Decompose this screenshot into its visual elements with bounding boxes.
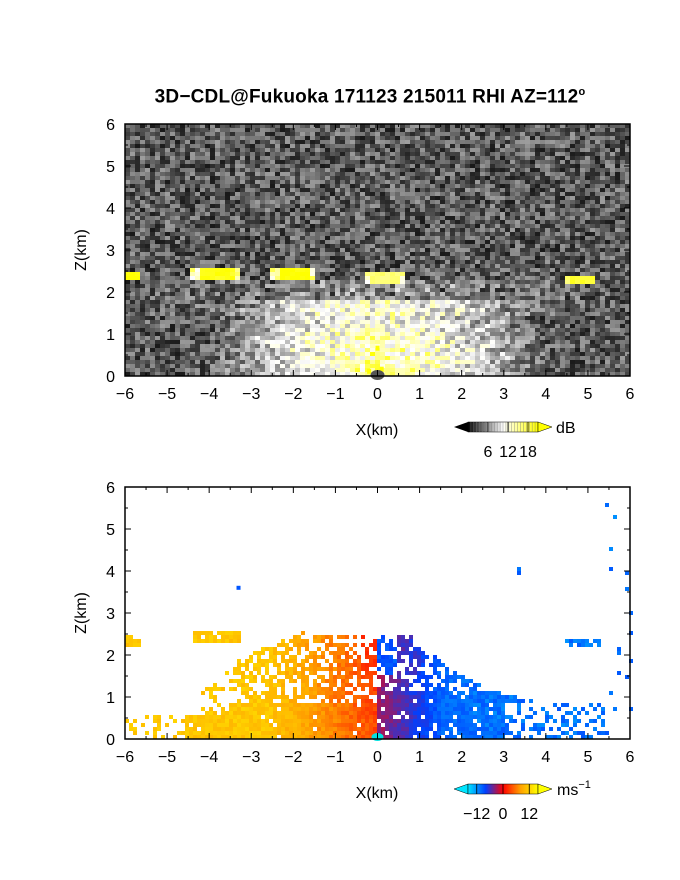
intensity-x-tick-labels: −6 −5 −4 −3 −2 −1 0 1 2 3 4 5 6 (116, 386, 635, 403)
intensity-x-tick-label: 3 (499, 386, 508, 403)
velocity-x-tick-label: 4 (541, 749, 550, 766)
intensity-x-tick-label: −2 (284, 386, 302, 403)
intensity-x-tick-label: −1 (326, 386, 344, 403)
velocity-x-tick-label: −6 (116, 749, 134, 766)
intensity-x-tick-label: 1 (415, 386, 424, 403)
velocity-y-tick-label: 3 (106, 606, 115, 623)
velocity-x-tick-label: −5 (158, 749, 176, 766)
velocity-y-tick-labels: 0 1 2 3 4 5 6 (106, 480, 115, 749)
intensity-colorbar-tick-label: 18 (519, 444, 537, 461)
velocity-y-tick-label: 4 (106, 564, 115, 581)
intensity-x-tick-label: 0 (373, 386, 382, 403)
velocity-colorbar-low-arrow (453, 783, 469, 795)
chart-title: 3D−CDL@Fukuoka 171123 215011 RHI AZ=112o (154, 86, 586, 108)
velocity-colorbar-high-arrow (537, 783, 553, 795)
velocity-y-axis-label: Z(km) (73, 592, 90, 634)
intensity-colorbar-high-arrow (537, 421, 553, 433)
velocity-colorbar-unit: ms−1 (557, 779, 591, 799)
intensity-x-tick-label: −6 (116, 386, 134, 403)
velocity-x-axis-label: X(km) (356, 785, 399, 802)
velocity-x-tick-label: 0 (373, 749, 382, 766)
velocity-y-tick-label: 5 (106, 522, 115, 539)
velocity-colorbar: −12 0 12 ms−1 (453, 779, 591, 823)
intensity-colorbar-unit: dB (556, 420, 576, 437)
intensity-colorbar-low-arrow (454, 422, 468, 432)
intensity-x-tick-label: 4 (541, 386, 550, 403)
velocity-x-tick-label: −4 (200, 749, 218, 766)
intensity-x-tick-label: −3 (242, 386, 260, 403)
velocity-y-tick-label: 0 (106, 732, 115, 749)
velocity-axis-ticks (124, 486, 631, 740)
intensity-colorbar-tick-label: 6 (484, 444, 493, 461)
velocity-colorbar-tick-label: 0 (499, 806, 508, 823)
velocity-x-tick-label: 5 (583, 749, 592, 766)
intensity-y-axis-label: Z(km) (73, 229, 90, 271)
intensity-axis-ticks (124, 123, 631, 377)
velocity-y-tick-label: 6 (106, 480, 115, 497)
intensity-x-tick-label: 5 (583, 386, 592, 403)
velocity-colorbar-tick-label: 12 (520, 806, 538, 823)
intensity-colorbar: 6 12 18 dB (454, 420, 576, 461)
velocity-y-tick-label: 2 (106, 648, 115, 665)
velocity-colorbar-tick-label: −12 (463, 806, 490, 823)
intensity-y-tick-label: 6 (106, 117, 115, 134)
intensity-field (125, 124, 630, 380)
intensity-x-tick-label: −4 (200, 386, 218, 403)
velocity-x-tick-label: 3 (499, 749, 508, 766)
velocity-x-tick-label: 6 (626, 749, 635, 766)
intensity-y-tick-label: 4 (106, 201, 115, 218)
velocity-x-tick-labels: −6 −5 −4 −3 −2 −1 0 1 2 3 4 5 6 (116, 749, 635, 766)
intensity-x-axis-label: X(km) (356, 422, 399, 439)
velocity-y-tick-label: 1 (106, 690, 115, 707)
intensity-x-tick-label: 2 (457, 386, 466, 403)
intensity-y-tick-label: 3 (106, 243, 115, 260)
velocity-x-tick-label: 2 (457, 749, 466, 766)
intensity-y-tick-labels: 0 1 2 3 4 5 6 (106, 117, 115, 386)
intensity-x-tick-label: 6 (626, 386, 635, 403)
velocity-field (125, 503, 633, 741)
velocity-x-tick-label: −2 (284, 749, 302, 766)
velocity-x-tick-label: −3 (242, 749, 260, 766)
velocity-x-tick-label: 1 (415, 749, 424, 766)
velocity-x-tick-label: −1 (326, 749, 344, 766)
intensity-x-tick-label: −5 (158, 386, 176, 403)
intensity-y-tick-label: 2 (106, 285, 115, 302)
intensity-y-tick-label: 0 (106, 369, 115, 386)
intensity-y-tick-label: 1 (106, 327, 115, 344)
intensity-y-tick-label: 5 (106, 159, 115, 176)
intensity-colorbar-tick-label: 12 (499, 444, 517, 461)
